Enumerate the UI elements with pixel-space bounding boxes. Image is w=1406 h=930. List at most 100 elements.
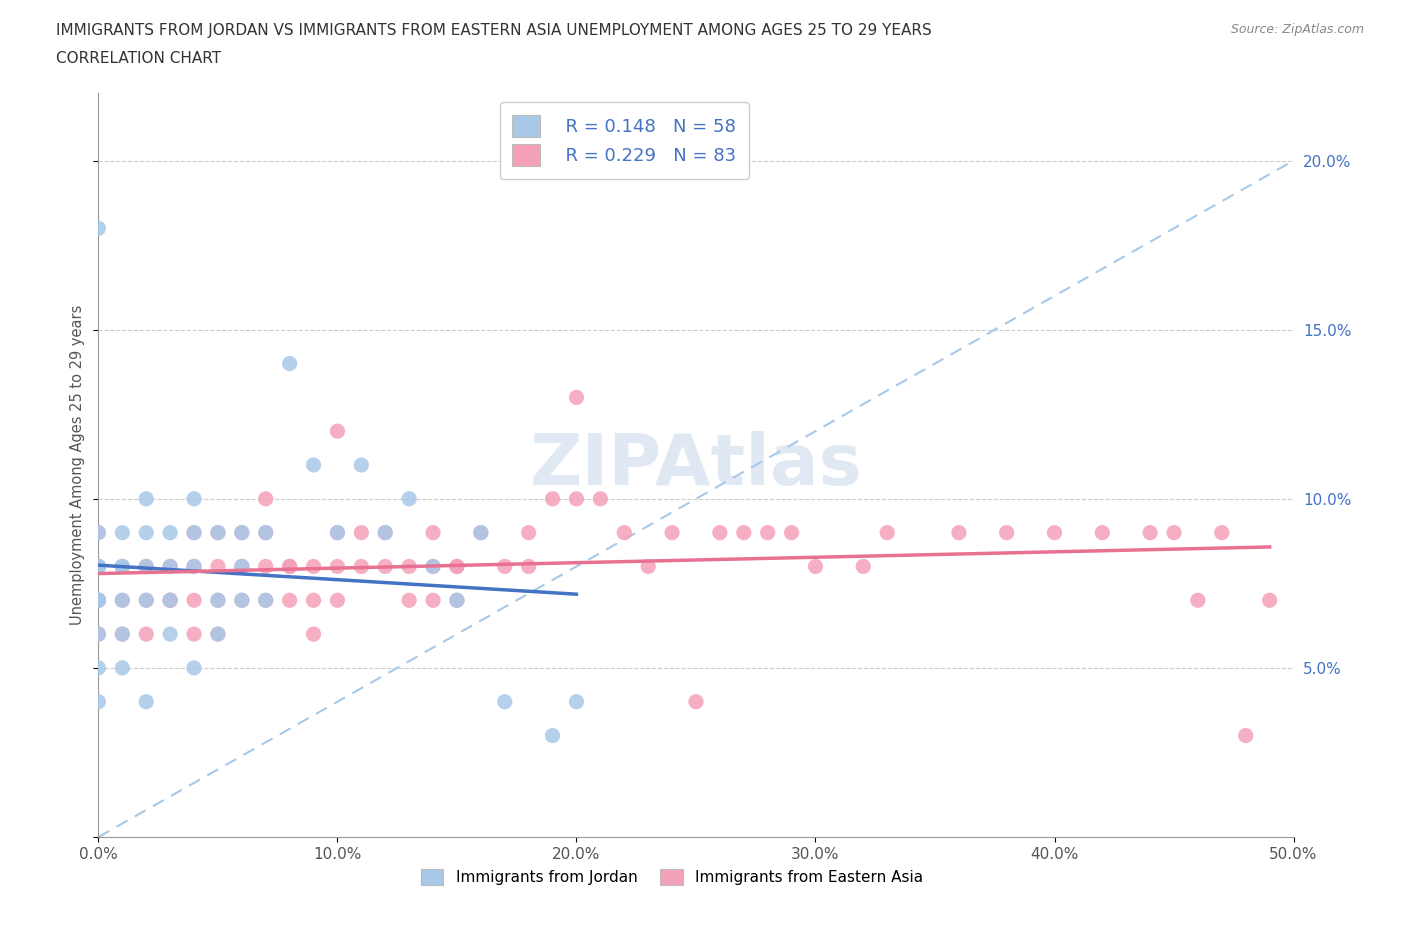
Point xyxy=(159,627,181,642)
Point xyxy=(87,627,110,642)
Point xyxy=(254,491,277,506)
Point xyxy=(1091,525,1114,540)
Point xyxy=(541,491,564,506)
Point xyxy=(254,525,277,540)
Point xyxy=(1139,525,1161,540)
Point xyxy=(111,592,134,607)
Point xyxy=(470,525,492,540)
Point xyxy=(135,491,157,506)
Point xyxy=(780,525,803,540)
Point xyxy=(135,525,157,540)
Point xyxy=(565,695,588,710)
Point xyxy=(207,592,229,607)
Point xyxy=(87,559,110,574)
Point xyxy=(541,728,564,743)
Point xyxy=(350,525,373,540)
Point xyxy=(326,525,349,540)
Point xyxy=(183,525,205,540)
Point xyxy=(87,592,110,607)
Point xyxy=(87,559,110,574)
Point xyxy=(374,559,396,574)
Text: IMMIGRANTS FROM JORDAN VS IMMIGRANTS FROM EASTERN ASIA UNEMPLOYMENT AMONG AGES 2: IMMIGRANTS FROM JORDAN VS IMMIGRANTS FRO… xyxy=(56,23,932,38)
Point xyxy=(231,525,253,540)
Point xyxy=(87,559,110,574)
Point xyxy=(207,559,229,574)
Point xyxy=(278,356,301,371)
Point xyxy=(1211,525,1233,540)
Point xyxy=(135,559,157,574)
Point xyxy=(254,559,277,574)
Point xyxy=(111,559,134,574)
Point xyxy=(231,525,253,540)
Point xyxy=(231,559,253,574)
Point xyxy=(111,559,134,574)
Point xyxy=(183,491,205,506)
Point xyxy=(948,525,970,540)
Point xyxy=(494,695,516,710)
Legend: Immigrants from Jordan, Immigrants from Eastern Asia: Immigrants from Jordan, Immigrants from … xyxy=(413,861,931,893)
Point xyxy=(111,627,134,642)
Point xyxy=(87,592,110,607)
Point xyxy=(207,627,229,642)
Point xyxy=(422,559,444,574)
Point xyxy=(326,424,349,439)
Point xyxy=(1187,592,1209,607)
Point xyxy=(326,559,349,574)
Point xyxy=(1234,728,1257,743)
Point xyxy=(87,695,110,710)
Point xyxy=(159,592,181,607)
Point xyxy=(422,592,444,607)
Point xyxy=(302,458,325,472)
Point xyxy=(637,559,659,574)
Point xyxy=(326,592,349,607)
Point xyxy=(111,660,134,675)
Point xyxy=(852,559,875,574)
Point xyxy=(422,559,444,574)
Point xyxy=(183,627,205,642)
Point xyxy=(350,559,373,574)
Point xyxy=(733,525,755,540)
Point xyxy=(87,627,110,642)
Y-axis label: Unemployment Among Ages 25 to 29 years: Unemployment Among Ages 25 to 29 years xyxy=(70,305,86,625)
Point xyxy=(231,592,253,607)
Point xyxy=(135,559,157,574)
Point xyxy=(422,525,444,540)
Point xyxy=(207,592,229,607)
Point xyxy=(302,559,325,574)
Point xyxy=(135,627,157,642)
Point xyxy=(87,592,110,607)
Point xyxy=(183,525,205,540)
Point xyxy=(87,559,110,574)
Point xyxy=(87,660,110,675)
Point xyxy=(446,559,468,574)
Point xyxy=(278,559,301,574)
Point xyxy=(159,592,181,607)
Point xyxy=(398,559,420,574)
Point xyxy=(207,525,229,540)
Point xyxy=(207,627,229,642)
Point xyxy=(254,592,277,607)
Point xyxy=(135,592,157,607)
Point xyxy=(111,559,134,574)
Point xyxy=(326,525,349,540)
Point xyxy=(111,525,134,540)
Point xyxy=(302,627,325,642)
Point xyxy=(183,592,205,607)
Point xyxy=(278,559,301,574)
Point xyxy=(446,592,468,607)
Point xyxy=(1043,525,1066,540)
Point xyxy=(135,695,157,710)
Point xyxy=(374,525,396,540)
Point xyxy=(374,525,396,540)
Point xyxy=(87,220,110,235)
Point xyxy=(517,525,540,540)
Point xyxy=(159,559,181,574)
Point xyxy=(159,559,181,574)
Point xyxy=(254,525,277,540)
Point xyxy=(111,627,134,642)
Point xyxy=(709,525,731,540)
Point xyxy=(231,559,253,574)
Point xyxy=(1163,525,1185,540)
Point xyxy=(1258,592,1281,607)
Point xyxy=(876,525,898,540)
